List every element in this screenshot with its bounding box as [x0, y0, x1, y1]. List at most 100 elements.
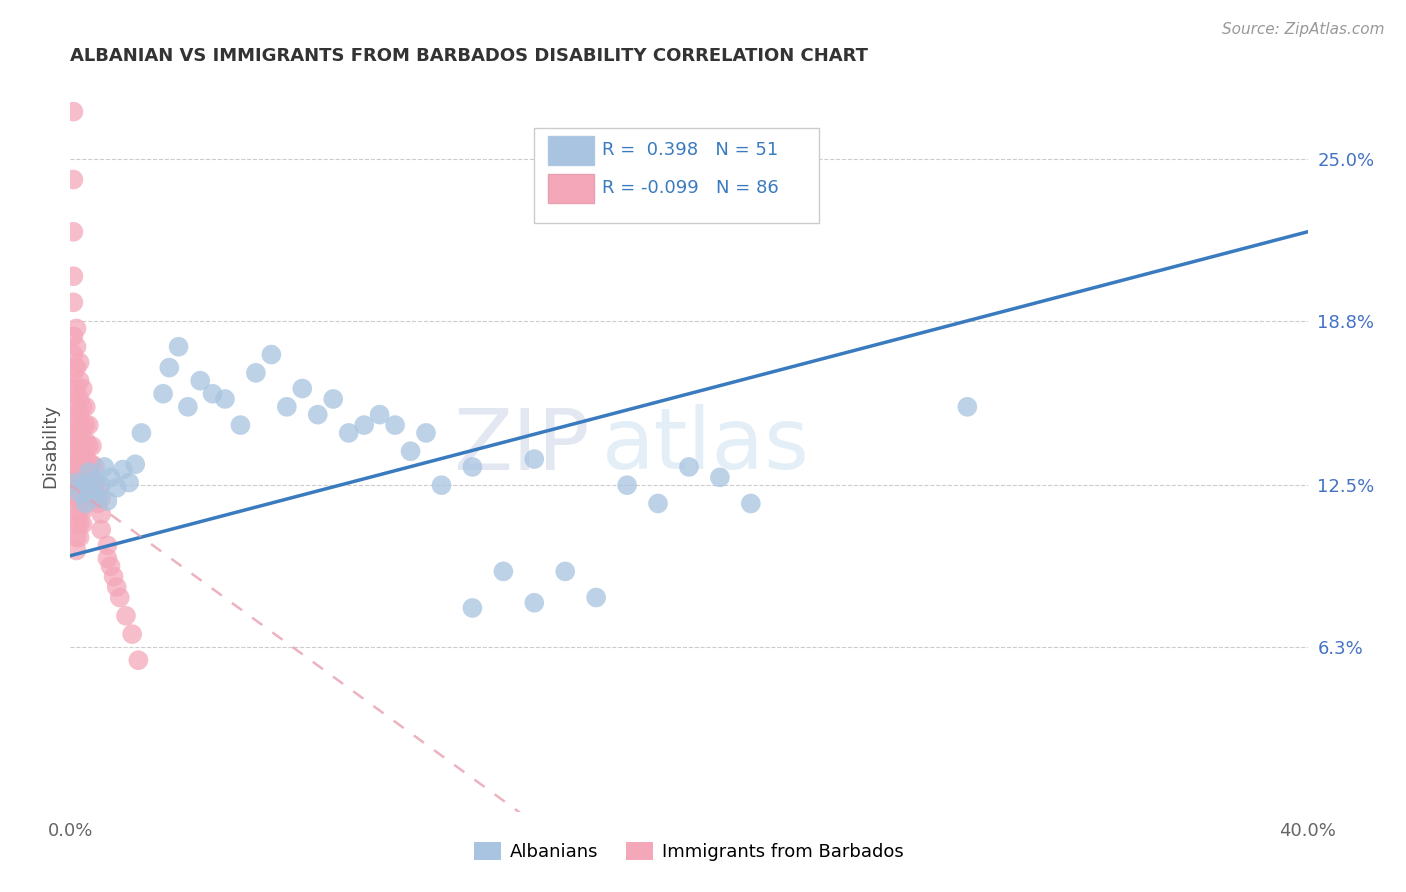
Point [90, 507, 112, 521]
Point [72, 382, 94, 396]
Point [229, 418, 252, 433]
Point [72, 517, 94, 532]
Point [430, 478, 453, 492]
Point [62, 459, 84, 474]
Point [84, 475, 107, 490]
Point [72, 491, 94, 506]
Point [167, 340, 190, 354]
Point [62, 386, 84, 401]
Point [585, 591, 607, 605]
FancyBboxPatch shape [534, 128, 818, 223]
Point [62, 470, 84, 484]
Point [75, 400, 97, 414]
Point [93, 459, 115, 474]
Text: ZIP: ZIP [454, 404, 591, 488]
Point [72, 450, 94, 464]
Point [461, 601, 484, 615]
Point [62, 489, 84, 503]
Point [118, 475, 141, 490]
Point [75, 496, 97, 510]
Point [260, 348, 283, 362]
Point [69, 530, 91, 544]
FancyBboxPatch shape [548, 174, 593, 203]
Point [100, 470, 122, 484]
Point [368, 408, 391, 422]
Point [214, 392, 236, 406]
Point [90, 478, 112, 492]
Point [384, 418, 406, 433]
Point [69, 408, 91, 422]
Point [956, 400, 979, 414]
Y-axis label: Disability: Disability [41, 404, 59, 488]
Point [62, 225, 84, 239]
Point [62, 444, 84, 458]
Point [65, 478, 87, 492]
Point [96, 494, 118, 508]
Point [65, 465, 87, 479]
Point [72, 434, 94, 448]
Point [69, 355, 91, 369]
Point [75, 478, 97, 492]
Point [80, 473, 103, 487]
Point [69, 423, 91, 437]
Text: ALBANIAN VS IMMIGRANTS FROM BARBADOS DISABILITY CORRELATION CHART: ALBANIAN VS IMMIGRANTS FROM BARBADOS DIS… [70, 47, 869, 65]
Point [84, 491, 107, 506]
Point [105, 481, 128, 495]
Point [87, 496, 110, 510]
Point [77, 439, 100, 453]
Point [65, 321, 87, 335]
Point [77, 486, 100, 500]
Point [415, 425, 437, 440]
Point [90, 523, 112, 537]
Point [65, 418, 87, 433]
Point [65, 475, 87, 490]
Point [75, 491, 97, 506]
Point [87, 481, 110, 495]
Point [69, 504, 91, 518]
Point [131, 425, 153, 440]
Point [75, 450, 97, 464]
Point [62, 269, 84, 284]
Point [115, 608, 138, 623]
Point [276, 400, 298, 414]
Point [616, 478, 638, 492]
Point [65, 340, 87, 354]
Point [62, 348, 84, 362]
Point [65, 530, 87, 544]
Point [65, 400, 87, 414]
Point [65, 360, 87, 375]
Text: atlas: atlas [602, 404, 810, 488]
Point [554, 565, 576, 579]
Point [65, 450, 87, 464]
Point [177, 400, 200, 414]
Text: Source: ZipAtlas.com: Source: ZipAtlas.com [1222, 22, 1385, 37]
Point [69, 465, 91, 479]
Point [399, 444, 422, 458]
Point [69, 392, 91, 406]
Point [647, 496, 669, 510]
Point [75, 465, 97, 479]
Point [72, 478, 94, 492]
Point [77, 470, 100, 484]
Text: R =  0.398   N = 51: R = 0.398 N = 51 [602, 141, 779, 159]
Point [492, 565, 515, 579]
Text: R = -0.099   N = 86: R = -0.099 N = 86 [602, 178, 779, 197]
Point [523, 452, 546, 467]
Point [337, 425, 360, 440]
Point [291, 382, 314, 396]
Point [75, 418, 97, 433]
Point [72, 465, 94, 479]
Point [157, 360, 180, 375]
Point [77, 457, 100, 471]
Point [69, 374, 91, 388]
Point [72, 504, 94, 518]
Point [65, 504, 87, 518]
Point [245, 366, 267, 380]
Point [121, 627, 143, 641]
Point [69, 517, 91, 532]
Point [103, 569, 125, 583]
Point [84, 473, 107, 487]
Point [72, 418, 94, 433]
Point [75, 434, 97, 448]
Point [77, 418, 100, 433]
